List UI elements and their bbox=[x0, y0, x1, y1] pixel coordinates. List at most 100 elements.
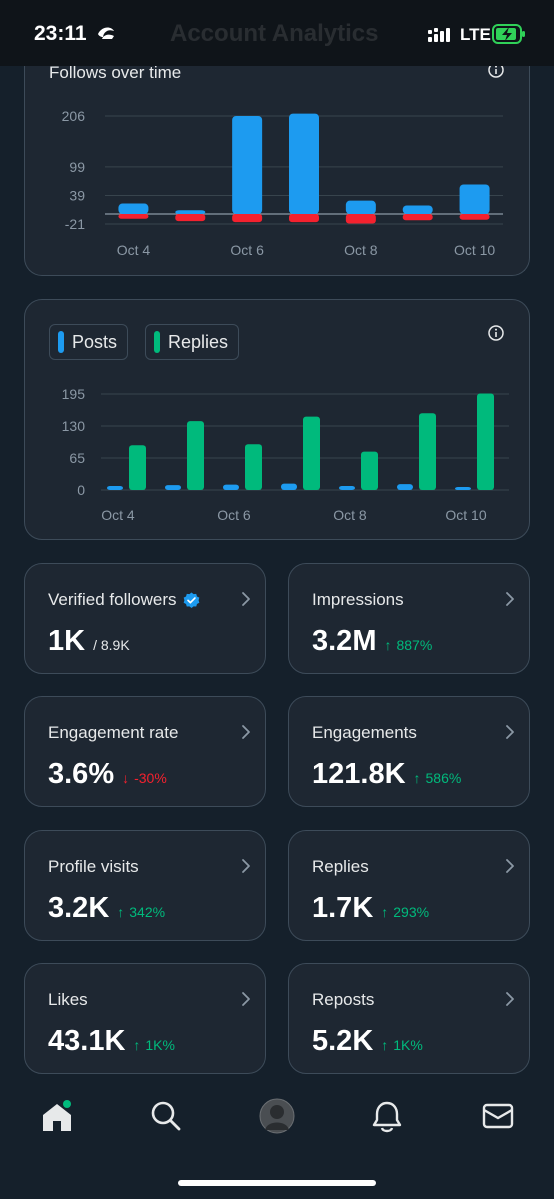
bell-icon[interactable] bbox=[371, 1100, 403, 1134]
stat-label: Replies bbox=[312, 857, 369, 877]
posts-replies-chart-card: Posts Replies 195 130 65 0 Oct 4 Oct 6 Oct 8 Oc… bbox=[24, 299, 530, 540]
stat-label-text: Engagements bbox=[312, 723, 417, 742]
arrow-up-icon: ↑ bbox=[413, 770, 421, 786]
arrow-up-icon: ↑ bbox=[384, 637, 392, 653]
legend-replies[interactable]: Replies bbox=[145, 324, 240, 360]
arrow-down-icon: ↓ bbox=[122, 770, 130, 786]
home-icon[interactable] bbox=[40, 1100, 74, 1134]
arrow-up-icon: ↑ bbox=[133, 1037, 141, 1053]
posts-bar bbox=[107, 486, 123, 490]
follows-loss-bar bbox=[402, 214, 433, 221]
legend-posts-label: Posts bbox=[72, 331, 118, 352]
verified-badge-icon bbox=[183, 591, 199, 608]
battery-icon bbox=[492, 24, 525, 44]
chevron-right-icon bbox=[506, 725, 514, 739]
search-icon[interactable] bbox=[150, 1100, 182, 1132]
posts-replies-chart: 195 130 65 0 Oct 4 Oct 6 Oct 8 Oct 10 bbox=[62, 386, 509, 523]
replies-swatch bbox=[154, 331, 160, 353]
x-tick-label: Oct 6 bbox=[230, 242, 264, 258]
follows-gain-bar bbox=[345, 200, 376, 215]
posts-bar bbox=[397, 484, 413, 490]
y-tick-label: 195 bbox=[62, 386, 86, 402]
arrow-up-icon: ↑ bbox=[381, 1037, 389, 1053]
stat-label: Engagement rate bbox=[48, 723, 178, 743]
replies-bar bbox=[187, 421, 204, 490]
avatar[interactable] bbox=[259, 1098, 295, 1134]
arrow-up-icon: ↑ bbox=[381, 904, 389, 920]
stat-card-profile-visits[interactable]: Profile visits 3.2K ↑ 342% bbox=[24, 830, 266, 941]
follows-loss-bar bbox=[289, 214, 319, 223]
stat-change-text: 887% bbox=[396, 637, 433, 653]
follows-chart-title: Follows over time bbox=[49, 63, 182, 82]
stat-change: / 8.9K bbox=[93, 637, 130, 653]
follows-loss-bar bbox=[345, 214, 376, 224]
posts-bar bbox=[455, 487, 471, 490]
y-tick-label: 39 bbox=[69, 187, 85, 203]
posts-bar bbox=[165, 485, 181, 490]
follows-loss-bar bbox=[459, 214, 490, 220]
chevron-right-icon bbox=[506, 859, 514, 873]
x-tick-label: Oct 10 bbox=[445, 507, 486, 523]
stat-label-text: Replies bbox=[312, 857, 369, 876]
status-bar: Account Analytics 23:11 LTE bbox=[0, 0, 554, 66]
stat-card-engagement-rate[interactable]: Engagement rate 3.6% ↓ -30% bbox=[24, 696, 266, 807]
follows-gain-bar bbox=[118, 203, 149, 215]
arrow-up-icon: ↑ bbox=[117, 904, 125, 920]
stat-card-impressions[interactable]: Impressions 3.2M ↑ 887% bbox=[288, 563, 530, 674]
stat-value-row: 121.8K ↑ 586% bbox=[312, 758, 461, 791]
x-tick-label: Oct 4 bbox=[117, 242, 151, 258]
stat-label: Engagements bbox=[312, 723, 417, 743]
stat-label-text: Reposts bbox=[312, 990, 375, 1009]
follows-loss-bar bbox=[232, 214, 263, 223]
follows-loss-bar bbox=[118, 214, 149, 219]
posts-bar bbox=[339, 486, 355, 490]
follows-chart-card: Follows over time 206 99 39 -21 Oct 4 Oct 6 Oc… bbox=[24, 40, 530, 276]
stat-change-text: 1K% bbox=[145, 1037, 175, 1053]
network-label: LTE bbox=[460, 25, 491, 44]
stat-card-likes[interactable]: Likes 43.1K ↑ 1K% bbox=[24, 963, 266, 1074]
stat-change-text: 1K% bbox=[393, 1037, 423, 1053]
stat-label: Verified followers bbox=[48, 590, 200, 610]
replies-bar bbox=[419, 413, 436, 490]
legend-posts[interactable]: Posts bbox=[49, 324, 129, 360]
stat-value-row: 1.7K ↑ 293% bbox=[312, 892, 429, 925]
stat-value-row: 3.2K ↑ 342% bbox=[48, 892, 165, 925]
chevron-right-icon bbox=[242, 592, 250, 606]
replies-bar bbox=[477, 393, 494, 490]
replies-bar bbox=[129, 445, 146, 490]
info-icon[interactable] bbox=[488, 325, 504, 341]
follows-chart: 206 99 39 -21 Oct 4 Oct 6 Oct 8 Oct 10 bbox=[62, 108, 503, 258]
stat-card-reposts[interactable]: Reposts 5.2K ↑ 1K% bbox=[288, 963, 530, 1074]
x-tick-label: Oct 6 bbox=[217, 507, 251, 523]
stat-label-text: Profile visits bbox=[48, 857, 139, 876]
y-tick-label: 206 bbox=[62, 108, 86, 124]
mail-icon[interactable] bbox=[482, 1102, 514, 1130]
stat-label: Profile visits bbox=[48, 857, 139, 877]
y-tick-label: 65 bbox=[69, 450, 85, 466]
follows-loss-bar bbox=[175, 214, 206, 222]
stat-label-text: Impressions bbox=[312, 590, 404, 609]
stat-change-text: 293% bbox=[393, 904, 430, 920]
stat-card-engagements[interactable]: Engagements 121.8K ↑ 586% bbox=[288, 696, 530, 807]
chevron-right-icon bbox=[242, 992, 250, 1006]
stat-card-verified-followers[interactable]: Verified followers 1K / 8.9K bbox=[24, 563, 266, 674]
page-title: Account Analytics bbox=[170, 20, 379, 47]
stat-change: ↓ -30% bbox=[122, 770, 167, 786]
replies-bar bbox=[361, 451, 378, 490]
home-indicator[interactable] bbox=[178, 1180, 376, 1186]
stat-value: 121.8K bbox=[312, 758, 406, 790]
stat-value-row: 3.2M ↑ 887% bbox=[312, 625, 432, 658]
stat-change: ↑ 342% bbox=[117, 904, 165, 920]
stat-value-row: 43.1K ↑ 1K% bbox=[48, 1025, 175, 1058]
chevron-right-icon bbox=[506, 592, 514, 606]
follows-gain-bar bbox=[459, 184, 490, 215]
y-tick-label: 99 bbox=[69, 159, 85, 175]
stat-change-text: / 8.9K bbox=[93, 637, 130, 653]
stat-value: 43.1K bbox=[48, 1025, 126, 1057]
stat-change: ↑ 1K% bbox=[133, 1037, 175, 1053]
replies-bar bbox=[245, 444, 262, 490]
stat-change-text: 342% bbox=[129, 904, 166, 920]
posts-bar bbox=[223, 484, 239, 490]
stat-change: ↑ 293% bbox=[381, 904, 429, 920]
stat-card-replies[interactable]: Replies 1.7K ↑ 293% bbox=[288, 830, 530, 941]
